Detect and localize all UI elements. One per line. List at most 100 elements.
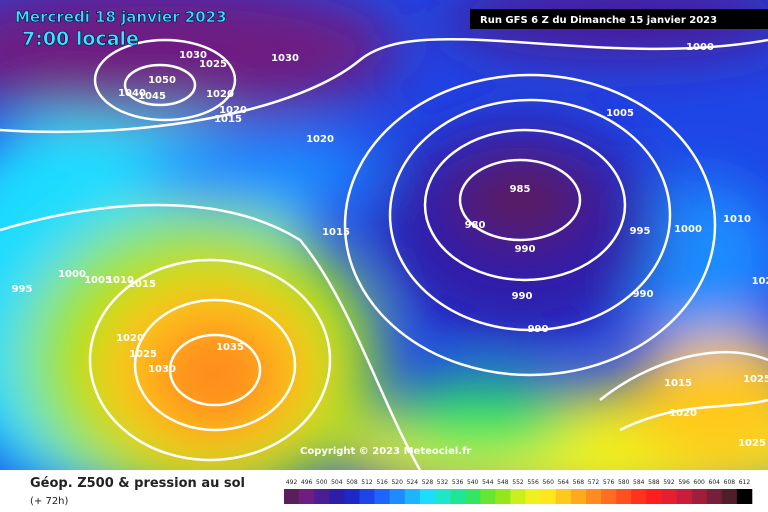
legend-label: 524 — [407, 479, 419, 486]
legend-swatch — [329, 489, 345, 504]
legend-label: 548 — [497, 479, 509, 486]
footer: Géop. Z500 & pression au sol (+ 72h) 492… — [30, 476, 753, 507]
isobar-label: 985 — [510, 184, 531, 195]
legend-swatch — [419, 489, 436, 504]
legend-label: 532 — [437, 479, 449, 486]
legend-swatch — [661, 489, 677, 504]
isobar-label: 1030 — [179, 50, 207, 61]
legend-swatch — [374, 489, 390, 504]
isobar-label: 1025 — [743, 374, 768, 385]
legend-label: 592 — [663, 479, 675, 486]
isobar-label: 1000 — [58, 269, 86, 280]
copyright: Copyright © 2023 Meteociel.fr — [300, 446, 471, 457]
legend-swatch — [434, 489, 451, 504]
time: 7:00 locale — [22, 28, 139, 50]
isobar-label: 1035 — [216, 342, 244, 353]
legend-label: 504 — [331, 479, 343, 486]
isobar-label: 990 — [512, 291, 533, 302]
footer-lead: (+ 72h) — [30, 496, 69, 507]
isobar-label: 1000 — [674, 224, 702, 235]
isobar-label: 1005 — [606, 108, 634, 119]
legend-label: 544 — [482, 479, 494, 486]
isobar-label: 1025 — [199, 59, 227, 70]
legend-swatch — [540, 489, 557, 504]
legend-swatch — [676, 489, 692, 504]
legend-label: 508 — [346, 479, 358, 486]
legend-label: 552 — [512, 479, 524, 486]
legend-swatch — [299, 489, 315, 504]
legend-label: 536 — [452, 479, 464, 486]
isobar-label: 1000 — [686, 42, 714, 53]
isobar-lines — [0, 38, 768, 470]
run-box — [470, 9, 768, 29]
isobar-label: 990 — [633, 289, 654, 300]
isobar-label: 1050 — [148, 75, 176, 86]
isobar-label: 1015 — [214, 114, 242, 125]
legend-label: 500 — [316, 479, 328, 486]
legend-label: 600 — [693, 479, 705, 486]
legend-label: 512 — [361, 479, 373, 486]
legend-swatch — [706, 489, 723, 504]
isobar-label: 1010 — [106, 275, 134, 286]
isobar-label: 1010 — [723, 214, 751, 225]
run: Run GFS 6 Z du Dimanche 15 janvier 2023 — [480, 15, 717, 26]
legend-label: 520 — [391, 479, 403, 486]
legend-swatch — [736, 489, 753, 504]
legend-label: 572 — [588, 479, 600, 486]
legend-label: 568 — [573, 479, 585, 486]
legend-swatch — [721, 489, 738, 504]
date: Mercredi 18 janvier 2023 — [15, 8, 227, 26]
isobar-label: 1020 — [206, 89, 234, 100]
isobar-label: 1020 — [116, 333, 144, 344]
legend-swatch — [359, 489, 375, 504]
footer-title: Géop. Z500 & pression au sol — [30, 476, 245, 491]
legend-swatch — [314, 489, 330, 504]
isobar-label: 990 — [528, 324, 549, 335]
legend-label: 564 — [558, 479, 570, 486]
legend-swatch — [450, 489, 466, 504]
isobar-label: 1015 — [322, 227, 350, 238]
legend-swatch — [344, 489, 360, 504]
legend-label: 576 — [603, 479, 615, 486]
legend-swatch — [495, 489, 511, 504]
legend-label: 588 — [648, 479, 660, 486]
isobar-label: 1030 — [148, 364, 176, 375]
isobar-label: 1030 — [271, 53, 299, 64]
legend-label: 612 — [739, 479, 751, 486]
isobar-label: 1020 — [306, 134, 334, 145]
legend-swatch — [404, 489, 421, 504]
isobar-label: 1020 — [219, 105, 247, 116]
isobar-label: 1005 — [84, 275, 112, 286]
isobar-label: 980 — [465, 220, 486, 231]
isobar-label: 1015 — [664, 378, 692, 389]
legend-swatch — [646, 489, 662, 504]
legend-label: 516 — [376, 479, 388, 486]
isobar-label: 102 — [752, 276, 768, 287]
legend-swatch — [525, 489, 541, 504]
legend-swatch — [480, 489, 496, 504]
isobar-label: 990 — [515, 244, 536, 255]
legend-label: 560 — [542, 479, 554, 486]
legend-swatch — [585, 489, 602, 504]
isobar-label: 1025 — [129, 349, 157, 360]
legend-label: 584 — [633, 479, 645, 486]
legend-label: 528 — [422, 479, 434, 486]
isobar-label: 1045 — [138, 91, 166, 102]
legend-swatch — [691, 489, 708, 504]
legend-label: 580 — [618, 479, 630, 486]
legend-label: 556 — [527, 479, 539, 486]
legend-swatch — [570, 489, 587, 504]
legend-label: 496 — [301, 479, 313, 486]
legend-swatch — [601, 489, 617, 504]
legend-swatch — [616, 489, 632, 504]
isobar-label: 1020 — [669, 408, 697, 419]
legend-swatch — [389, 489, 406, 504]
isobar-label: 1025 — [738, 438, 766, 449]
legend-label: 596 — [678, 479, 690, 486]
legend-swatch — [555, 489, 572, 504]
legend-label: 604 — [709, 479, 721, 486]
isobar-label: 995 — [12, 284, 33, 295]
legend-label: 540 — [467, 479, 479, 486]
